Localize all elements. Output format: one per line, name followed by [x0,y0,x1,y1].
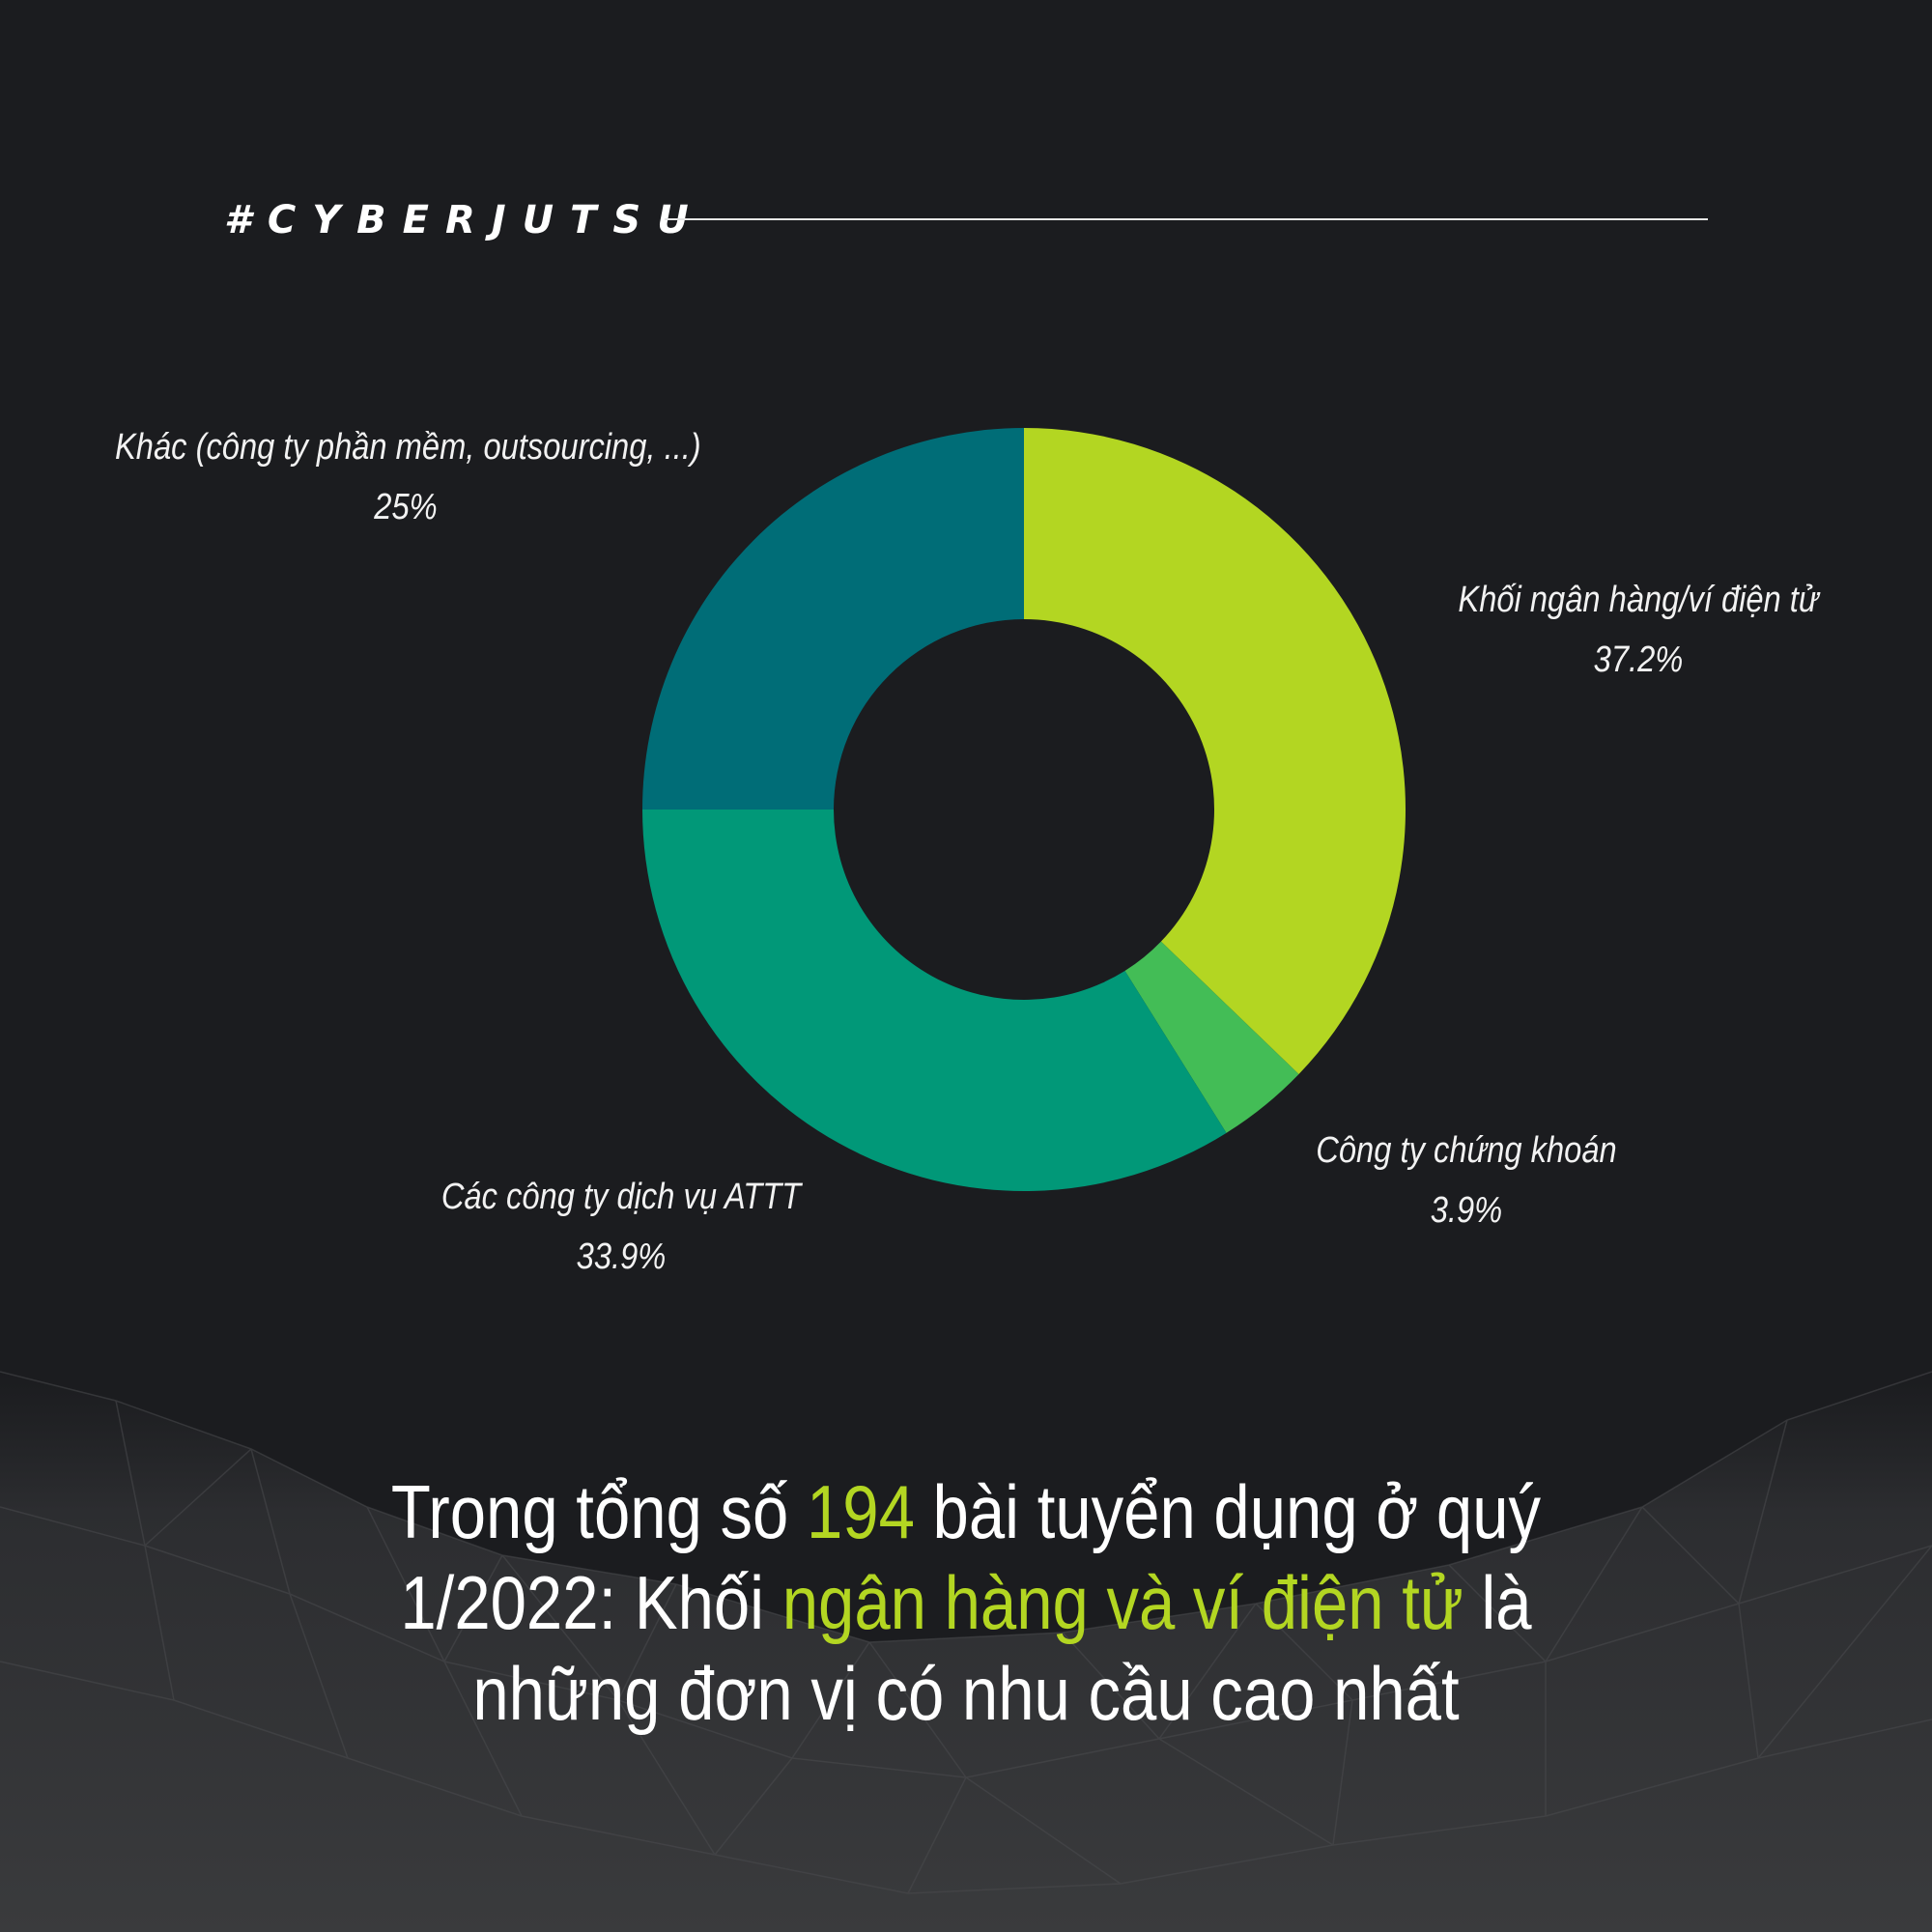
caption-line-2: 1/2022: Khối ngân hàng và ví điện tử là [301,1557,1631,1648]
slice-value-other: 25% [374,487,438,527]
slice-value-banking: 37.2% [1593,639,1684,680]
slice-label-security-services: Các công ty dịch vụ ATTT 33.9% [330,1167,912,1287]
donut-slice-security-services [642,810,1227,1191]
slice-label-banking: Khối ngân hàng/ví điện tử 37.2% [1348,570,1929,690]
caption-text: Trong tổng số [390,1469,807,1554]
donut-slice-other [642,428,1024,810]
slice-name-security-services: Các công ty dịch vụ ATTT [440,1177,802,1217]
donut-slice-securities [1124,941,1299,1133]
caption-text: bài tuyển dụng ở quý [914,1469,1542,1554]
caption-line-3: những đơn vị có nhu cầu cao nhất [472,1651,1460,1736]
slice-value-securities: 3.9% [1430,1190,1503,1231]
caption-line-1: Trong tổng số 194 bài tuyển dụng ở quý [301,1466,1631,1557]
caption-highlight-count: 194 [806,1469,915,1554]
donut-slice-banking [1024,428,1406,1074]
slice-name-securities: Công ty chứng khoán [1316,1130,1617,1171]
caption-text: là [1463,1560,1532,1645]
slice-label-securities: Công ty chứng khoán 3.9% [1176,1121,1757,1240]
caption-highlight-sector: ngân hàng và ví điện tử [781,1560,1463,1645]
brand-tag: #CYBERJUTSU [224,198,705,242]
slice-name-banking: Khối ngân hàng/ví điện tử [1458,580,1819,620]
slice-value-security-services: 33.9% [576,1236,667,1277]
slice-name-other: Khác (công ty phần mềm, outsourcing, ...… [115,427,701,468]
header-divider [665,218,1708,220]
caption-text: 1/2022: Khối [400,1560,782,1645]
chart-caption: Trong tổng số 194 bài tuyển dụng ở quý 1… [301,1466,1631,1739]
slice-label-other: Khác (công ty phần mềm, outsourcing, ...… [115,417,701,537]
